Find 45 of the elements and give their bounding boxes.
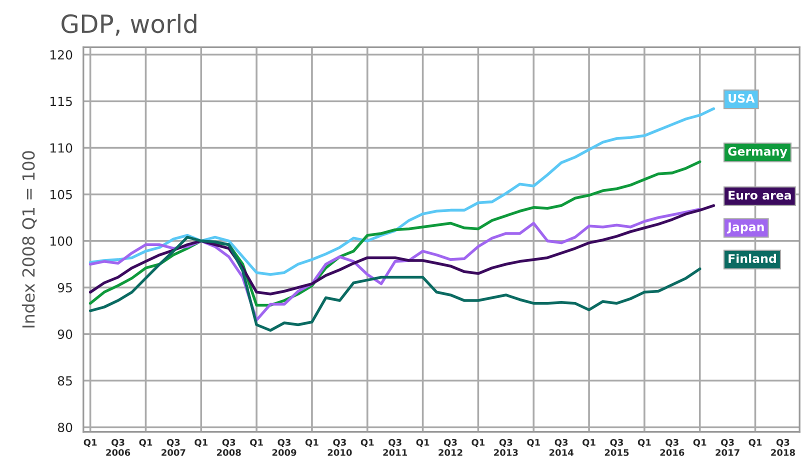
y-tick-label: 120	[50, 50, 72, 60]
x-tick-label: Q1	[139, 438, 152, 447]
line-series	[88, 204, 716, 296]
x-tick-label: Q3 2011	[383, 438, 408, 456]
y-tick-label: 110	[50, 143, 72, 153]
x-tick-label: Q3 2009	[272, 438, 296, 456]
y-tick-label: 105	[50, 190, 72, 200]
y-tick-label: 115	[50, 96, 72, 106]
text: Finland	[728, 254, 776, 263]
x-tick-label: Q1	[693, 438, 706, 447]
series-label: Euro area	[728, 190, 791, 200]
x-tick-label: Q3 2018	[771, 438, 795, 456]
y-tick-label: 100	[50, 236, 72, 246]
x-tick-label: Q1	[638, 438, 651, 447]
x-tick-label: Q3 2010	[328, 438, 352, 456]
y-tick-label: 80	[58, 422, 72, 432]
x-tick-label: Q1	[472, 438, 485, 447]
x-tick-label: Q1	[582, 438, 596, 447]
x-tick-label: Q1	[194, 438, 208, 447]
x-tick-label: Q1	[527, 438, 540, 447]
y-axis-title: Index 2008 Q1 = 100	[22, 151, 37, 328]
x-tick-label: Q1	[84, 438, 97, 447]
text: Germany	[728, 146, 788, 158]
text: Japan	[726, 222, 764, 234]
x-tick-label: Q3 2013	[494, 438, 518, 456]
x-tick-label: Q3 2008	[217, 438, 241, 456]
x-tick-label: Q3 2014	[549, 438, 574, 456]
x-tick-label: Q1	[748, 438, 762, 447]
x-tick-label: Q3 2016	[660, 438, 684, 456]
x-tick-label: Q3 2012	[438, 438, 462, 456]
x-tick-label: Q3 2007	[162, 438, 186, 456]
series-label: USA	[728, 94, 755, 103]
x-tick-label: Q1	[305, 438, 318, 447]
x-tick-label: Q1	[250, 438, 263, 447]
x-tick-label: Q3 2006	[106, 438, 130, 456]
y-tick-label: 85	[58, 376, 72, 386]
y-tick-label: 90	[58, 330, 72, 340]
y-tick-label: 95	[58, 282, 72, 292]
line-series	[88, 107, 716, 276]
line-series	[88, 236, 702, 332]
x-tick-label: Q1	[360, 438, 374, 447]
chart-title: GDP, world	[62, 14, 196, 36]
x-tick-label: Q3 2017	[716, 438, 740, 456]
x-tick-label: Q1	[416, 438, 430, 447]
x-tick-label: Q3 2015	[604, 438, 629, 456]
